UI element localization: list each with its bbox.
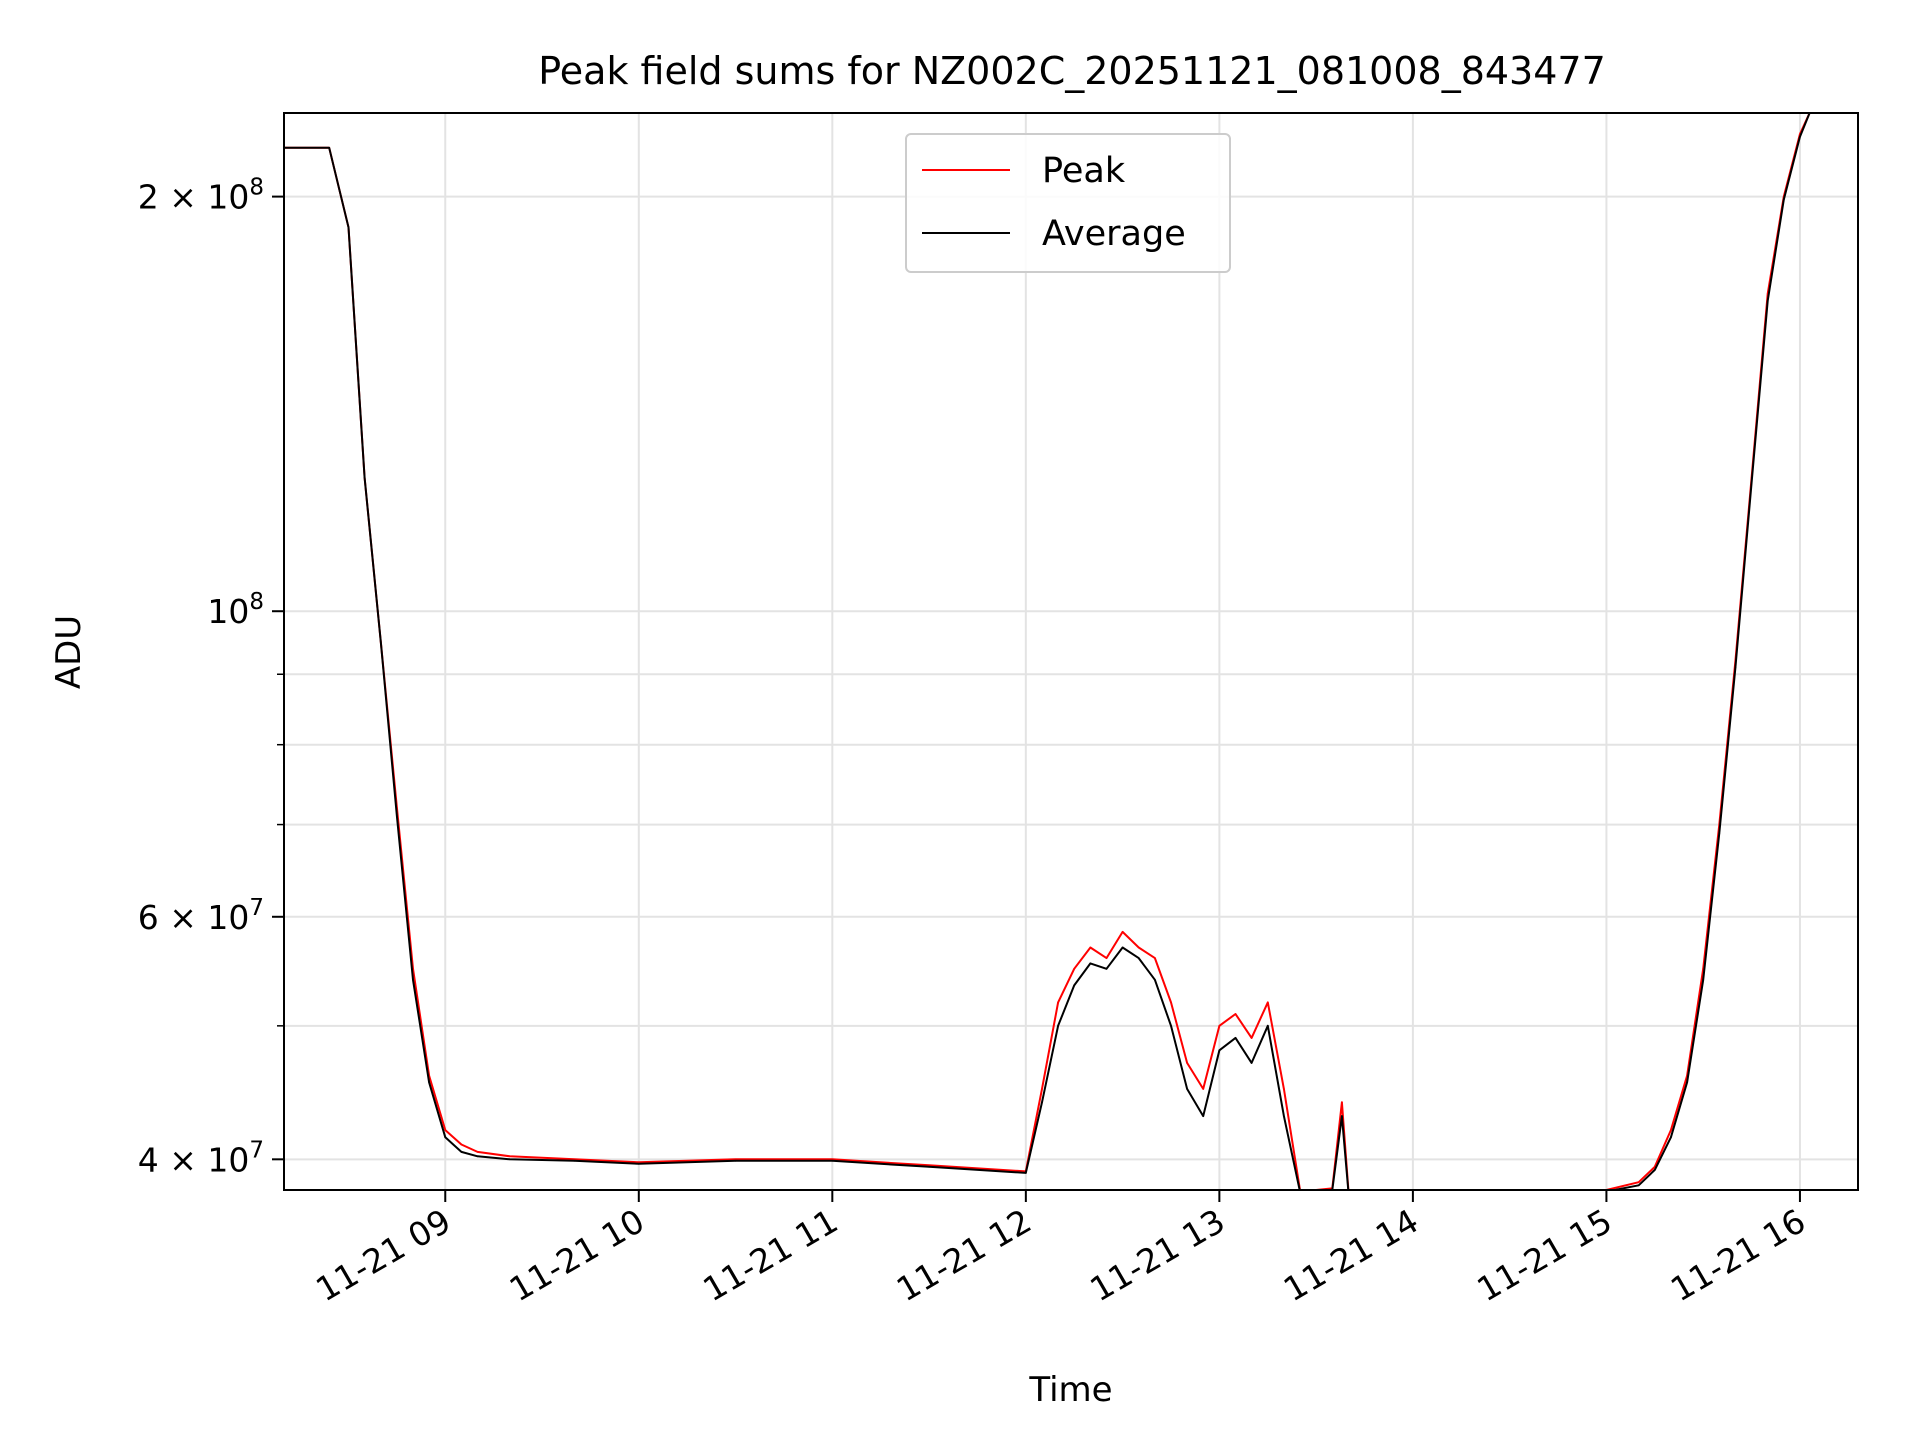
y-tick-label-times: × 10: [159, 1140, 250, 1179]
y-tick-label-times: × 10: [159, 178, 250, 217]
data-point-average: [1266, 1025, 1269, 1027]
data-point-peak: [1073, 968, 1076, 970]
data-point-average: [1783, 198, 1785, 201]
data-point-peak: [1670, 1129, 1672, 1131]
data-point-average: [1025, 1172, 1027, 1174]
y-tick-label-mantissa: 2: [138, 178, 159, 217]
data-point-peak: [1283, 1088, 1285, 1090]
data-point-average: [1057, 1025, 1059, 1027]
data-point-average: [928, 1166, 930, 1168]
data-point-average: [1670, 1136, 1672, 1139]
data-point-peak: [1089, 946, 1092, 949]
data-point-average: [328, 147, 330, 149]
data-point-average: [428, 1081, 430, 1084]
data-point-average: [379, 641, 382, 643]
data-point-average: [734, 1160, 737, 1162]
y-tick-label-times: × 10: [159, 898, 250, 937]
legend: Peak Average: [905, 133, 1231, 273]
data-point-average: [1637, 1184, 1640, 1187]
data-point-peak: [1218, 1025, 1221, 1027]
y-tick-label-exponent: 7: [249, 895, 264, 921]
data-point-average: [1041, 1101, 1043, 1104]
data-point-peak: [734, 1158, 737, 1161]
data-point-average: [1653, 1169, 1656, 1171]
data-point-peak: [831, 1158, 834, 1161]
data-point-peak: [1121, 931, 1124, 933]
y-tick-label: 2 × 108: [138, 175, 264, 217]
data-point-peak: [1057, 1001, 1059, 1004]
data-point-average: [1073, 984, 1076, 987]
data-point-peak: [1170, 1001, 1172, 1004]
data-point-peak: [1637, 1181, 1640, 1183]
data-point-average: [1718, 832, 1721, 834]
data-point-peak: [1154, 957, 1156, 959]
y-tick-label-exponent: 7: [249, 1137, 264, 1163]
y-tick-label: 108: [207, 589, 264, 631]
data-point-peak: [1041, 1088, 1043, 1090]
data-point-average: [1750, 481, 1753, 484]
data-point-average: [1702, 979, 1704, 981]
data-point-peak: [444, 1129, 447, 1131]
data-point-average: [363, 476, 366, 479]
y-tick-label-base: 10: [207, 592, 249, 631]
data-point-peak: [928, 1164, 930, 1167]
data-point-peak: [1202, 1088, 1205, 1090]
data-point-average: [396, 815, 398, 817]
y-tick-label: 4 × 107: [138, 1137, 264, 1179]
data-point-average: [1283, 1115, 1285, 1117]
data-point-average: [573, 1160, 576, 1162]
data-point-average: [1170, 1025, 1172, 1027]
data-point-average: [508, 1158, 511, 1161]
plot-series: [284, 113, 1811, 1190]
data-point-peak: [1186, 1062, 1188, 1064]
data-point-average: [1766, 300, 1769, 302]
x-axis-label: Time: [1028, 1370, 1112, 1410]
data-point-peak: [1266, 1001, 1269, 1004]
data-point-peak: [1105, 957, 1108, 959]
legend-label-average: Average: [1042, 214, 1186, 254]
data-point-peak: [637, 1161, 640, 1164]
data-point-peak: [1341, 1101, 1343, 1104]
data-point-peak: [1250, 1037, 1253, 1039]
data-point-peak: [573, 1158, 576, 1161]
data-point-average: [1154, 979, 1156, 981]
grid-lines: [284, 113, 1858, 1190]
data-point-average: [1799, 136, 1801, 138]
data-point-peak: [476, 1151, 479, 1153]
data-point-average: [412, 979, 414, 981]
data-point-average: [637, 1163, 640, 1165]
y-axis-label: ADU: [49, 615, 89, 689]
data-point-average: [1686, 1081, 1688, 1084]
y-tick-label-mantissa: 4: [138, 1140, 159, 1179]
data-point-peak: [1234, 1013, 1237, 1015]
y-tick-label: 6 × 107: [138, 895, 264, 937]
data-point-average: [1734, 666, 1737, 669]
data-point-average: [444, 1136, 447, 1139]
data-point-average: [1202, 1115, 1205, 1117]
data-point-average: [1121, 946, 1124, 949]
y-tick-label-exponent: 8: [249, 589, 264, 615]
y-tick-label-exponent: 8: [249, 175, 264, 201]
y-tick-label-mantissa: 6: [138, 898, 159, 937]
chart-title: Peak field sums for NZ002C_20251121_0810…: [538, 49, 1606, 93]
data-point-average: [1341, 1115, 1343, 1117]
data-point-average: [1105, 968, 1108, 970]
data-point-peak: [508, 1155, 511, 1158]
data-point-average: [1089, 962, 1092, 965]
legend-label-peak: Peak: [1042, 151, 1126, 191]
data-point-average: [1218, 1049, 1221, 1052]
data-point-average: [1250, 1062, 1253, 1064]
data-point-average: [460, 1151, 463, 1153]
data-point-average: [1186, 1088, 1188, 1090]
data-point-average: [1234, 1037, 1237, 1039]
data-point-peak: [460, 1143, 463, 1146]
data-point-average: [1137, 957, 1140, 959]
legend-box: [905, 133, 1231, 273]
data-point-average: [831, 1160, 834, 1162]
data-point-average: [347, 226, 350, 229]
data-point-average: [476, 1155, 479, 1158]
plot-area-frame: [283, 112, 1859, 1191]
data-point-peak: [1137, 946, 1140, 949]
